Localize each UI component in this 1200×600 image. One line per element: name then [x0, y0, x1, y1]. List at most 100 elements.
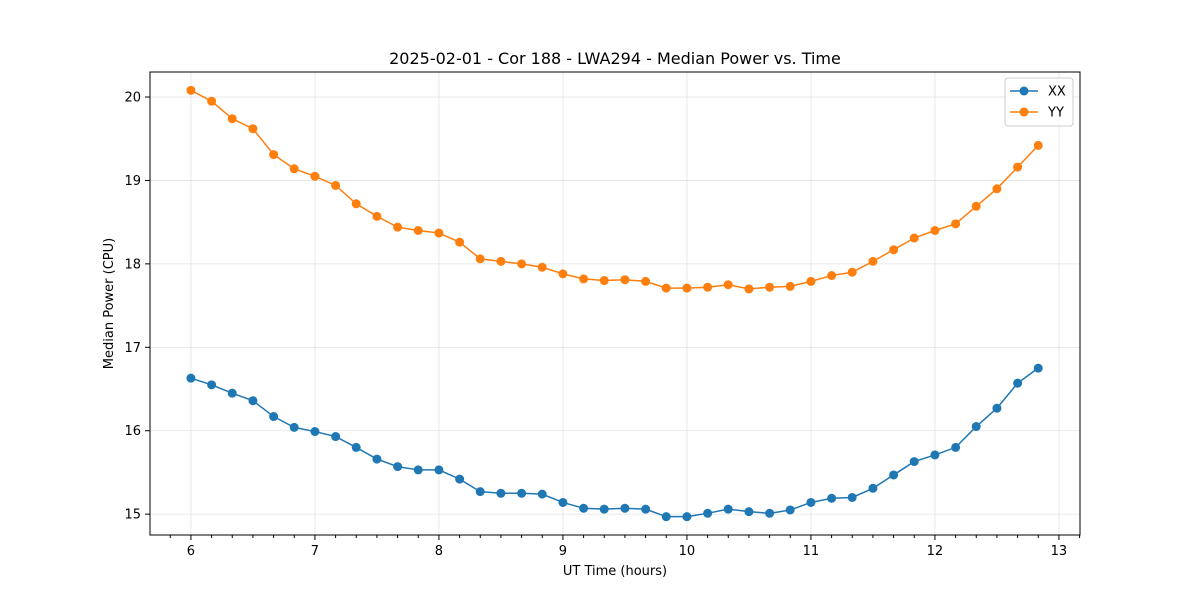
y-tick-label: 17 — [124, 341, 141, 356]
data-point-xx — [971, 422, 981, 432]
data-point-yy — [207, 96, 217, 106]
data-point-xx — [599, 504, 609, 514]
data-point-xx — [682, 512, 692, 522]
data-point-xx — [186, 373, 196, 383]
legend: XX YY — [1004, 77, 1074, 127]
y-axis: 15 16 17 18 19 20 — [124, 91, 150, 523]
legend-marker-yy — [1019, 107, 1029, 117]
data-point-xx — [537, 489, 547, 499]
data-point-yy — [289, 164, 299, 174]
data-point-xx — [475, 487, 485, 497]
data-point-yy — [765, 282, 775, 292]
x-tick-label: 9 — [559, 544, 567, 559]
x-tick-label: 8 — [435, 544, 443, 559]
data-point-yy — [827, 271, 837, 281]
data-point-yy — [847, 267, 857, 277]
data-point-xx — [579, 503, 589, 513]
x-tick-label: 13 — [1051, 544, 1068, 559]
data-point-xx — [785, 505, 795, 515]
data-point-xx — [889, 470, 899, 480]
data-point-xx — [269, 412, 279, 422]
data-point-yy — [496, 256, 506, 266]
x-tick-label: 6 — [187, 544, 195, 559]
x-tick-label: 12 — [927, 544, 944, 559]
x-tick-label: 11 — [803, 544, 820, 559]
data-point-yy — [393, 222, 403, 232]
y-tick-label: 19 — [124, 174, 141, 189]
data-point-xx — [909, 457, 919, 467]
data-point-xx — [951, 442, 961, 452]
grid — [150, 72, 1080, 535]
data-point-yy — [723, 280, 733, 290]
data-point-xx — [744, 507, 754, 517]
series-layer — [186, 85, 1043, 522]
y-tick-label: 15 — [124, 508, 141, 523]
data-point-yy — [1013, 162, 1023, 172]
data-point-xx — [723, 504, 733, 514]
data-point-yy — [475, 254, 485, 264]
data-point-xx — [351, 442, 361, 452]
data-point-yy — [951, 219, 961, 229]
chart-title: 2025-02-01 - Cor 188 - LWA294 - Median P… — [389, 49, 841, 68]
data-point-yy — [186, 85, 196, 95]
x-tick-label: 7 — [311, 544, 319, 559]
data-point-yy — [537, 262, 547, 272]
legend-marker-xx — [1019, 86, 1029, 96]
data-point-yy — [413, 226, 423, 235]
data-point-yy — [868, 256, 878, 266]
data-point-xx — [847, 492, 857, 502]
data-point-xx — [620, 503, 630, 513]
x-tick-label: 10 — [679, 544, 696, 559]
data-point-yy — [785, 281, 795, 291]
data-point-yy — [227, 114, 237, 124]
data-point-yy — [703, 282, 713, 292]
data-point-xx — [393, 462, 403, 472]
data-point-yy — [641, 276, 651, 286]
data-point-xx — [455, 474, 465, 484]
y-axis-label: Median Power (CPU) — [102, 238, 117, 369]
data-point-yy — [992, 184, 1002, 194]
data-point-xx — [248, 396, 258, 406]
data-point-xx — [992, 403, 1002, 413]
data-point-yy — [517, 259, 527, 269]
data-point-xx — [1033, 363, 1043, 373]
data-point-xx — [289, 422, 299, 432]
data-point-yy — [579, 274, 589, 284]
data-point-xx — [207, 380, 217, 390]
data-point-xx — [703, 508, 713, 518]
axes-frame — [149, 71, 1081, 536]
data-point-yy — [889, 245, 899, 255]
data-point-yy — [744, 284, 754, 294]
data-point-yy — [971, 201, 981, 211]
data-point-xx — [930, 450, 940, 460]
series-yy — [186, 85, 1043, 294]
y-tick-label: 18 — [124, 257, 141, 272]
data-point-yy — [434, 228, 444, 238]
data-point-yy — [558, 269, 568, 279]
data-point-xx — [558, 497, 568, 507]
data-point-yy — [269, 150, 279, 160]
data-point-xx — [227, 388, 237, 398]
data-point-xx — [310, 427, 320, 437]
data-point-yy — [1033, 140, 1043, 150]
data-point-xx — [868, 483, 878, 493]
data-point-yy — [372, 211, 382, 221]
data-point-yy — [455, 237, 465, 247]
data-point-xx — [517, 488, 527, 498]
series-xx — [186, 363, 1043, 522]
data-point-yy — [310, 171, 320, 181]
x-axis-label: UT Time (hours) — [563, 564, 667, 579]
data-point-xx — [661, 512, 671, 522]
data-point-xx — [641, 504, 651, 514]
data-point-yy — [909, 233, 919, 243]
data-point-yy — [620, 275, 630, 285]
data-point-xx — [1013, 378, 1023, 388]
legend-label-xx: XX — [1048, 85, 1066, 100]
data-point-yy — [248, 124, 258, 134]
data-point-yy — [682, 283, 692, 293]
y-tick-label: 20 — [124, 91, 141, 106]
data-point-yy — [661, 283, 671, 293]
data-point-yy — [930, 226, 940, 235]
data-point-xx — [434, 465, 444, 475]
